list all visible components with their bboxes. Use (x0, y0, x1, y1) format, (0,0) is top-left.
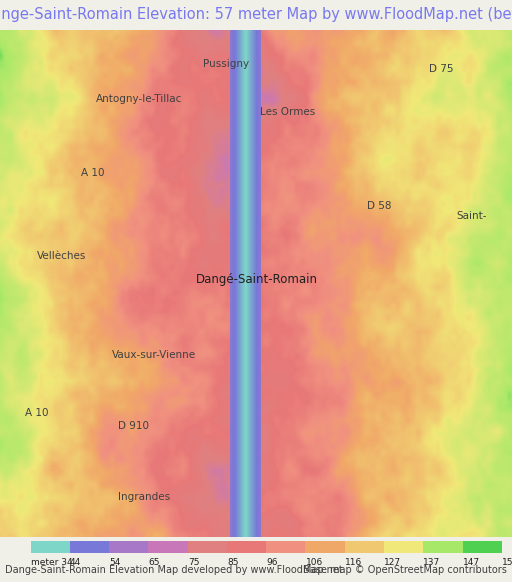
Bar (188, 541, 227, 553)
Text: meter 34: meter 34 (31, 558, 72, 567)
Text: A 10: A 10 (25, 409, 48, 418)
Text: A 10: A 10 (81, 168, 104, 178)
Text: 44: 44 (70, 558, 81, 567)
Text: 127: 127 (384, 558, 401, 567)
Text: 54: 54 (109, 558, 121, 567)
Text: 85: 85 (227, 558, 239, 567)
Text: Dangé-Saint-Romain: Dangé-Saint-Romain (196, 272, 317, 286)
Text: Dange-Saint-Romain Elevation Map developed by www.FloodMap.net: Dange-Saint-Romain Elevation Map develop… (5, 565, 343, 575)
Text: D 58: D 58 (367, 201, 392, 211)
Text: Antogny-le-Tillac: Antogny-le-Tillac (96, 94, 182, 104)
Text: D 910: D 910 (118, 421, 149, 431)
Text: 158: 158 (502, 558, 512, 567)
Text: 106: 106 (306, 558, 323, 567)
Text: 96: 96 (266, 558, 278, 567)
Bar (31, 541, 70, 553)
Text: 65: 65 (148, 558, 160, 567)
Text: D 75: D 75 (429, 63, 453, 74)
Bar (423, 541, 462, 553)
Text: 137: 137 (423, 558, 440, 567)
Bar (227, 541, 266, 553)
Bar (109, 541, 148, 553)
Text: 75: 75 (188, 558, 199, 567)
Bar (148, 541, 188, 553)
Text: Saint-: Saint- (456, 211, 487, 221)
Bar (345, 541, 384, 553)
Text: Ingrandes: Ingrandes (118, 492, 170, 502)
Bar (70, 541, 109, 553)
Text: Pussigny: Pussigny (203, 59, 249, 69)
Bar (384, 541, 423, 553)
Text: Dange-Saint-Romain Elevation: 57 meter Map by www.FloodMap.net (beta): Dange-Saint-Romain Elevation: 57 meter M… (0, 8, 512, 23)
Text: Base map © OpenStreetMap contributors: Base map © OpenStreetMap contributors (303, 565, 507, 575)
Text: Vaux-sur-Vienne: Vaux-sur-Vienne (112, 350, 196, 360)
Bar (462, 541, 502, 553)
Text: Les Ormes: Les Ormes (260, 107, 315, 117)
Bar (306, 541, 345, 553)
Text: Vellèches: Vellèches (37, 251, 87, 261)
Text: 147: 147 (462, 558, 480, 567)
Bar (266, 541, 306, 553)
Text: 116: 116 (345, 558, 362, 567)
